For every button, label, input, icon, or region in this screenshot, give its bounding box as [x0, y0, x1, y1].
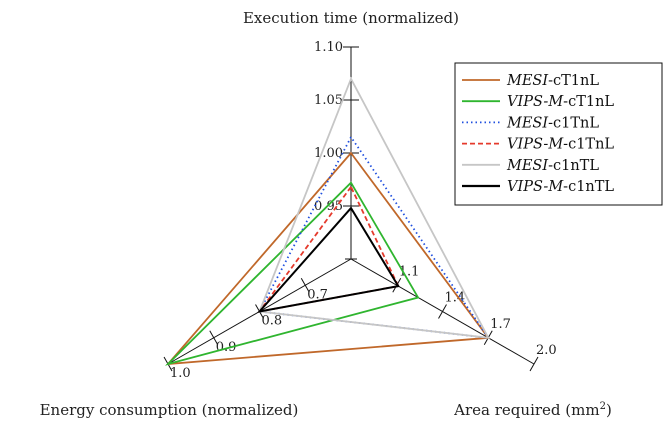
legend-label-4: VIPS-M-c1TnL: [507, 137, 614, 153]
tick-mark-energy-2: [209, 330, 219, 345]
tick-label-area-3: 2.0: [536, 343, 557, 358]
tick-label-area-1: 1.4: [445, 291, 466, 306]
series-polygon-1: [165, 151, 490, 366]
legend-frame: [454, 62, 663, 206]
tick-label-energy-2: 0.9: [216, 340, 237, 355]
energy-axis-title: Energy consumption (normalized): [40, 401, 299, 419]
execution-time-axis-title: Execution time (normalized): [243, 9, 459, 27]
tick-label-exec-3: 1.10: [314, 40, 343, 55]
legend-label-1: MESI-cT1nL: [506, 73, 599, 89]
tick-label-area-0: 1.1: [399, 264, 420, 279]
tick-mark-energy-0: [300, 278, 310, 293]
tick-label-area-2: 1.7: [490, 317, 511, 332]
legend: MESI-cT1nL VIPS-M-cT1nL MESI-c1TnL VIPS-M-c…: [454, 62, 663, 206]
series-polygon-3: [258, 135, 491, 339]
legend-label-3: MESI-c1TnL: [506, 115, 599, 131]
tick-label-energy-1: 0.8: [262, 314, 283, 329]
series-polygon-5: [258, 76, 490, 339]
axis-ticks: 0.95 1.00 1.05 1.10 0.7 0.8 0.9 1.0 1.1 1.4 1.7 2.0: [163, 40, 557, 381]
tick-label-exec-2: 1.05: [314, 93, 343, 108]
legend-label-6: VIPS-M-c1nTL: [507, 179, 614, 195]
legend-label-5: MESI-c1nTL: [506, 158, 599, 174]
series-polygon-2: [164, 181, 420, 366]
tick-label-energy-3: 1.0: [170, 366, 191, 381]
tick-label-energy-0: 0.7: [307, 287, 328, 302]
series-polygon-6: [256, 206, 400, 314]
tick-label-exec-1: 1.00: [314, 146, 343, 161]
tick-mark-area-1: [438, 304, 447, 319]
tick-label-exec-0: 0.95: [314, 199, 343, 214]
tick-mark-area-3: [529, 356, 539, 372]
series-polygons: [164, 76, 491, 366]
legend-label-2: VIPS-M-cT1nL: [507, 94, 614, 110]
area-axis-title: Area required (mm2): [453, 401, 612, 419]
